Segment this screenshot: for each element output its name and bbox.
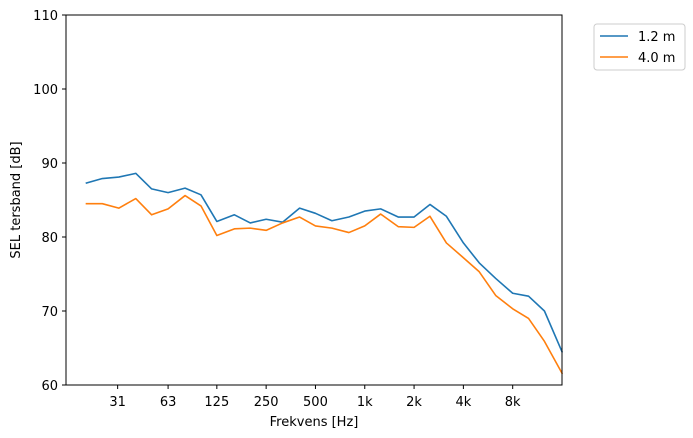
y-tick-label: 90: [41, 157, 58, 172]
legend-label-0: 1.2 m: [638, 30, 675, 45]
x-axis: 31 63 125 250 500 1k 2k 4k 8k: [109, 385, 521, 410]
x-tick-label: 8k: [505, 395, 521, 410]
y-tick-label: 100: [33, 83, 58, 98]
legend-label-1: 4.0 m: [638, 51, 675, 66]
x-axis-label: Frekvens [Hz]: [270, 415, 359, 430]
y-tick-label: 80: [41, 231, 58, 246]
x-tick-label: 2k: [406, 395, 422, 410]
x-tick-label: 125: [204, 395, 229, 410]
x-tick-label: 31: [109, 395, 126, 410]
x-tick-label: 4k: [455, 395, 471, 410]
y-tick-label: 110: [33, 9, 58, 24]
x-tick-label: 63: [160, 395, 177, 410]
series-layer: [85, 172, 564, 375]
y-tick-label: 70: [41, 305, 58, 320]
x-tick-label: 1k: [357, 395, 373, 410]
plot-frame: [65, 14, 563, 386]
x-tick-label: 250: [254, 395, 279, 410]
legend: 1.2 m 4.0 m: [593, 23, 686, 71]
x-tick-label: 500: [303, 395, 328, 410]
y-tick-label: 60: [41, 379, 58, 394]
series-line-0: [85, 172, 564, 353]
y-axis: 60 70 80 90 100 110: [33, 9, 66, 394]
series-line-1: [85, 194, 564, 375]
y-axis-label: SEL tersband [dB]: [9, 141, 24, 258]
